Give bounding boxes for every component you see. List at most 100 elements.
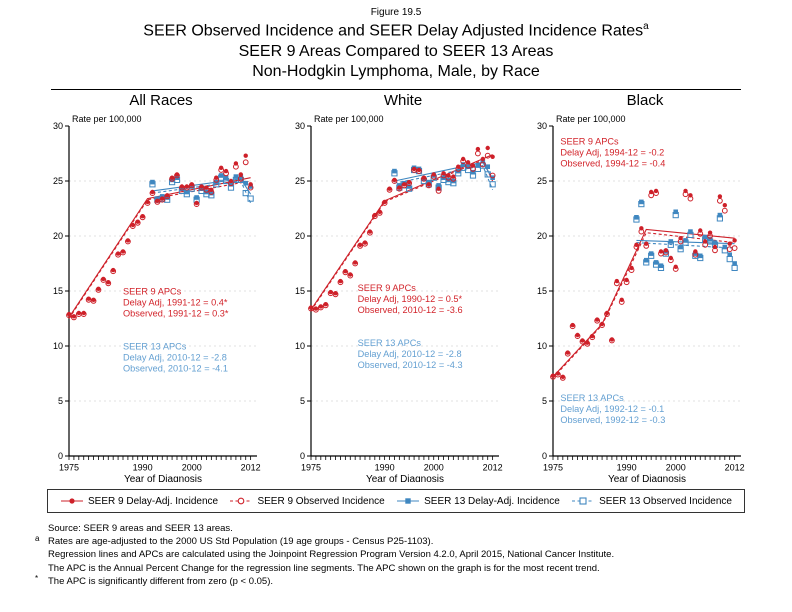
chart-panel-white: White 0 5 10 15 20 25 30 1975 1990 2000 2012 Rate pe… [277,92,515,487]
data-point [489,172,496,179]
data-point [174,172,180,177]
data-point [712,240,718,246]
data-point [727,241,732,247]
data-point [106,280,111,285]
data-point [619,297,624,303]
x-axis-ticks: 1975 1990 2000 2012 [59,456,261,473]
data-point [470,163,476,169]
data-point [397,183,402,188]
svg-text:SEER 13 APCs: SEER 13 APCs [358,338,422,348]
data-point [658,249,664,254]
data-point [194,201,199,206]
svg-text:Delay Adj, 2010-12 = -2.8: Delay Adj, 2010-12 = -2.8 [358,349,462,359]
x-axis-title: Year of Diagnosis [366,474,444,485]
series-seer9-delay [66,153,253,319]
svg-text:30: 30 [295,121,305,131]
chart-panel-all-races: All Races 0 5 10 15 20 25 30 1975 1990 2000 2012 Rat… [35,92,273,487]
data-point [318,304,324,309]
svg-text:Year of Diagnosis: Year of Diagnosis [366,474,444,482]
svg-text:Observed, 2010-12 = -4.3: Observed, 2010-12 = -4.3 [358,360,463,370]
data-point [653,188,659,194]
data-point [357,242,363,248]
trend-line-red-dashed [552,232,735,379]
svg-text:Observed, 2010-12 = -4.1: Observed, 2010-12 = -4.1 [123,364,228,374]
svg-text:1990: 1990 [617,463,637,473]
svg-text:2012: 2012 [725,463,745,473]
series-seer9-observed [550,190,738,382]
svg-text:15: 15 [53,286,63,296]
data-point [590,334,595,339]
data-point [333,291,338,296]
data-point [392,177,397,183]
filled-circle-icon [61,498,83,504]
x-axis-title: Year of Diagnosis [608,474,686,485]
data-point [639,199,644,205]
legend-item-seer13-observed: SEER 13 Observed Incidence [571,495,732,507]
data-point [110,268,116,273]
footnote-marker [35,546,48,559]
svg-text:Rate per 100,000: Rate per 100,000 [314,114,384,124]
footnote-text: The APC is significantly different from … [48,575,274,587]
data-point [683,238,688,243]
data-point [475,163,481,169]
chart-svg: 0 5 10 15 20 25 30 1975 1990 2000 2012 Rate per 100… [295,114,503,485]
data-point [242,159,249,166]
figure-number: Figure 19.5 [370,7,422,18]
data-point [238,172,244,177]
legend-item-label: SEER 13 Delay-Adj. Incidence [424,495,560,507]
data-point [663,248,669,253]
data-point [717,213,723,218]
data-point [732,238,737,243]
trend-line-red-solid [68,177,251,318]
data-point [702,239,708,244]
data-point [594,317,600,323]
data-point [668,256,674,261]
data-point [313,306,319,312]
data-point [480,157,486,162]
footnote-text: The APC is the Annual Percent Change for… [48,562,600,574]
svg-text:10: 10 [53,341,63,351]
footnote-row: Source: SEER 9 areas and SEER 13 areas. [35,522,757,535]
svg-text:Delay Adj, 1990-12 = 0.5*: Delay Adj, 1990-12 = 0.5* [358,294,463,304]
svg-text:Year of Diagnosis: Year of Diagnosis [124,474,202,482]
data-point [150,180,155,185]
figure-title-text: SEER Observed Incidence and SEER Delay A… [143,22,644,40]
data-point [698,228,703,233]
svg-text:5: 5 [542,396,547,406]
data-point [328,290,333,295]
data-point [702,235,708,240]
y-axis-title: Rate per 100,000 [72,114,142,124]
data-point [550,373,556,379]
data-point [653,260,659,265]
data-point [247,195,254,202]
data-point [697,253,703,259]
svg-text:2000: 2000 [666,463,686,473]
svg-text:Delay Adj, 2010-12 = -2.8: Delay Adj, 2010-12 = -2.8 [123,353,227,363]
data-point [465,160,471,165]
data-point [575,333,580,338]
footnote-text: Source: SEER 9 areas and SEER 13 areas. [48,523,233,535]
data-point [683,188,688,194]
gridlines [311,180,499,402]
svg-text:Delay Adj, 1991-12 = 0.4*: Delay Adj, 1991-12 = 0.4* [123,298,228,308]
title-divider [51,89,741,91]
data-point [155,198,160,204]
chart-svg: 0 5 10 15 20 25 30 1975 1990 2000 2012 Rate per 100… [537,114,745,485]
data-point [242,190,249,197]
data-point [490,154,495,160]
data-point [580,338,585,343]
data-point [160,196,165,202]
data-point [169,177,175,183]
data-point [169,175,175,181]
data-point [402,182,407,187]
svg-text:1990: 1990 [133,463,153,473]
series-seer9-delay [308,146,495,312]
data-point [441,171,446,176]
data-point [184,189,190,195]
data-point [489,181,496,188]
data-point [658,263,664,269]
x-axis-title: Year of Diagnosis [124,474,202,485]
data-point [406,180,412,185]
data-point [209,187,214,193]
